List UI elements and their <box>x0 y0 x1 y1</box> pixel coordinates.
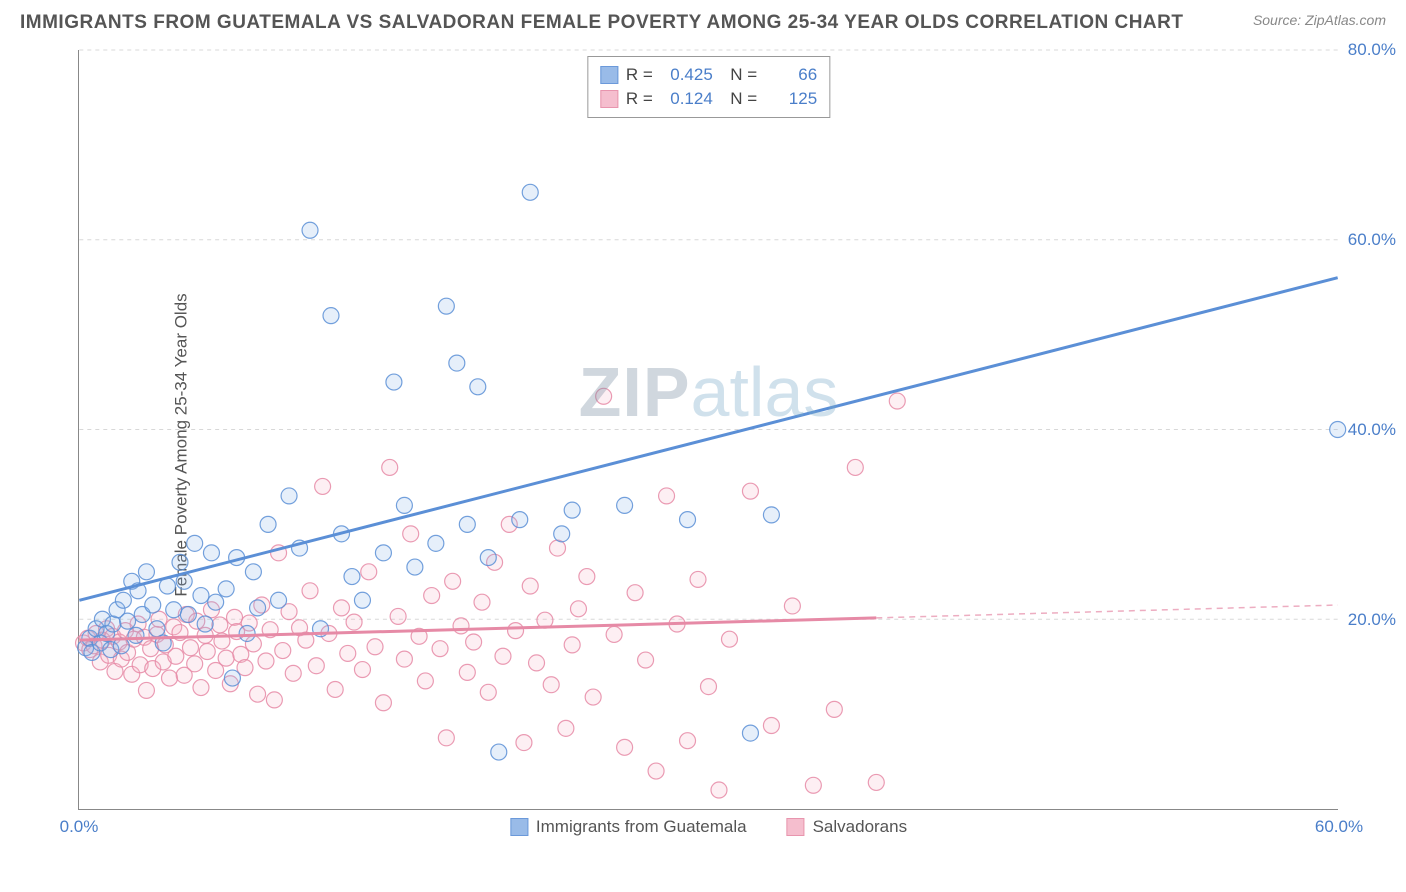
y-tick-label: 20.0% <box>1348 610 1396 630</box>
legend-swatch-blue <box>600 66 618 84</box>
legend-swatch-pink <box>600 90 618 108</box>
legend-item: Immigrants from Guatemala <box>510 817 747 837</box>
plot-svg <box>79 50 1338 809</box>
r-value-0: 0.425 <box>661 65 713 85</box>
plot-area: R = 0.425 N = 66 R = 0.124 N = 125 ZIPat… <box>78 50 1338 810</box>
legend-item: Salvadorans <box>787 817 908 837</box>
n-value-0: 66 <box>765 65 817 85</box>
legend-label-1: Salvadorans <box>813 817 908 837</box>
x-tick-label: 60.0% <box>1315 817 1363 837</box>
legend-series: Immigrants from Guatemala Salvadorans <box>510 817 907 837</box>
legend-stats-row: R = 0.124 N = 125 <box>600 87 817 111</box>
y-tick-label: 80.0% <box>1348 40 1396 60</box>
legend-label-0: Immigrants from Guatemala <box>536 817 747 837</box>
chart-container: Female Poverty Among 25-34 Year Olds R =… <box>50 50 1390 840</box>
legend-stats-row: R = 0.425 N = 66 <box>600 63 817 87</box>
y-tick-label: 40.0% <box>1348 420 1396 440</box>
y-tick-label: 60.0% <box>1348 230 1396 250</box>
chart-source: Source: ZipAtlas.com <box>1253 12 1386 28</box>
chart-header: IMMIGRANTS FROM GUATEMALA VS SALVADORAN … <box>0 0 1406 34</box>
legend-swatch-pink <box>787 818 805 836</box>
n-value-1: 125 <box>765 89 817 109</box>
chart-title: IMMIGRANTS FROM GUATEMALA VS SALVADORAN … <box>20 12 1183 34</box>
x-tick-label: 0.0% <box>60 817 99 837</box>
legend-swatch-blue <box>510 818 528 836</box>
legend-stats: R = 0.425 N = 66 R = 0.124 N = 125 <box>587 56 830 118</box>
r-value-1: 0.124 <box>661 89 713 109</box>
